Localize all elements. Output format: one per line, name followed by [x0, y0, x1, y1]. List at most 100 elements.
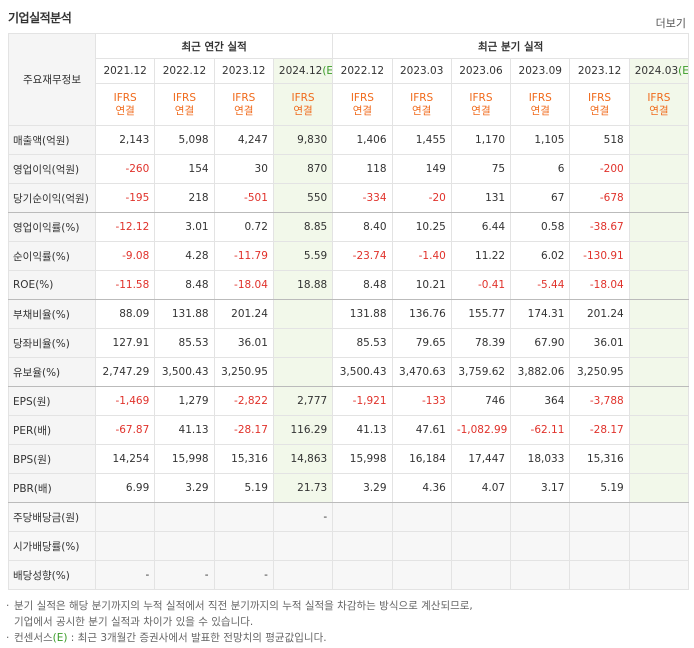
- basis-text: IFRS: [172, 91, 196, 104]
- cell: 116.29: [272, 415, 334, 445]
- row-label: 배당성향(%): [8, 560, 96, 590]
- cell: 136.76: [391, 299, 452, 329]
- cell: -133: [391, 386, 452, 416]
- cell: [628, 502, 690, 532]
- cell: [272, 531, 334, 561]
- cell: [510, 560, 571, 590]
- row-label: 주당배당금(원): [8, 502, 96, 532]
- cell: 2,747.29: [94, 357, 156, 387]
- period: 2021.12: [94, 58, 156, 84]
- cell: -18.04: [213, 270, 274, 300]
- note: 컨센서스(E) : 최근 3개월간 증권사에서 발표한 전망치의 평균값입니다.: [6, 630, 473, 646]
- cell: 3,500.43: [154, 357, 215, 387]
- data-row: PER(배) -67.87 41.13 -28.17 116.29 41.13 47.61-…: [8, 415, 690, 445]
- cell: -: [213, 560, 274, 590]
- section-title: 기업실적분석: [8, 11, 72, 25]
- basis: IFRS 연결: [510, 83, 571, 126]
- cell: [332, 560, 393, 590]
- period: 2023.12: [213, 58, 274, 84]
- basis-text: 연결: [471, 104, 491, 117]
- cell: 36.01: [213, 328, 274, 358]
- basis: IFRS 연결: [94, 83, 156, 126]
- cell: -20: [391, 183, 452, 213]
- row-label: 유보율(%): [8, 357, 96, 387]
- cell: 85.53: [332, 328, 393, 358]
- cell: -260: [94, 154, 156, 184]
- cell: 6.02: [510, 241, 571, 271]
- cell: 127.91: [94, 328, 156, 358]
- row-label: ROE(%): [8, 270, 96, 300]
- cell: -38.67: [569, 212, 630, 242]
- cell: -9.08: [94, 241, 156, 271]
- cell: [391, 502, 452, 532]
- data-row: 당기순이익(억원) -195 218 -501 550 -334 -20 131 67 -678: [8, 183, 690, 213]
- note-text: : 최근 3개월간 증권사에서 발표한 전망치의 평균값입니다.: [67, 632, 327, 644]
- cell: 131.88: [332, 299, 393, 329]
- period-text: 2024.03: [634, 65, 679, 77]
- cell: 15,316: [213, 444, 274, 474]
- cell: 5.19: [213, 473, 274, 503]
- period-text: 2022.12: [162, 65, 207, 77]
- cell: -23.74: [332, 241, 393, 271]
- row-label: PER(배): [8, 415, 96, 445]
- row-label: 시가배당률(%): [8, 531, 96, 561]
- cell: 67: [510, 183, 571, 213]
- period: 2023.09: [510, 58, 571, 84]
- cell: -62.11: [510, 415, 571, 445]
- cell: 1,455: [391, 125, 452, 155]
- period: 2023.03: [391, 58, 452, 84]
- cell: 67.90: [510, 328, 571, 358]
- cell: -200: [569, 154, 630, 184]
- cell: 88.09: [94, 299, 156, 329]
- cell: 15,998: [332, 444, 393, 474]
- cell: 2,777: [272, 386, 334, 416]
- cell: 4.28: [154, 241, 215, 271]
- cell: [94, 531, 156, 561]
- cell: 41.13: [332, 415, 393, 445]
- cell: [332, 502, 393, 532]
- cell: 131: [450, 183, 512, 213]
- cell: 30: [213, 154, 274, 184]
- basis-text: 연결: [115, 104, 135, 117]
- cell: 3,250.95: [213, 357, 274, 387]
- cell: [510, 502, 571, 532]
- data-row: BPS(원) 14,254 15,998 15,316 14,863 15,998 16,1…: [8, 444, 690, 474]
- cell: 3.29: [154, 473, 215, 503]
- cell: -12.12: [94, 212, 156, 242]
- basis-text: IFRS: [113, 91, 137, 104]
- period-row: 2021.122022.122023.122024.12(E)2022.1220…: [9, 58, 690, 84]
- cell: 36.01: [569, 328, 630, 358]
- cell: [213, 531, 274, 561]
- period-text: 2021.12: [103, 65, 147, 77]
- cell: 3,759.62: [450, 357, 512, 387]
- cell: [628, 125, 690, 155]
- cell: 3.29: [332, 473, 393, 503]
- basis-row: IFRS 연결 IFRS 연결 IFRS 연결 IFRS 연결 IFRS 연결 IFRS 연결 IFRS…: [9, 83, 690, 126]
- header-row: 주요재무정보 최근 연간 실적 최근 분기 실적: [8, 33, 690, 126]
- period: 2022.12: [332, 58, 393, 84]
- cell: [272, 299, 334, 329]
- period-text: 2023.03: [399, 65, 444, 77]
- cell: 3.01: [154, 212, 215, 242]
- cell: [628, 560, 690, 590]
- cell: [272, 328, 334, 358]
- cell: [569, 560, 630, 590]
- note-text: 컨센서스: [14, 632, 53, 644]
- more-link[interactable]: 더보기: [655, 17, 686, 30]
- cell: 3.17: [510, 473, 571, 503]
- cell: 218: [154, 183, 215, 213]
- row-label: 영업이익(억원): [8, 154, 96, 184]
- cell: 15,316: [569, 444, 630, 474]
- cell: 85.53: [154, 328, 215, 358]
- note: 분기 실적은 해당 분기까지의 누적 실적에서 직전 분기까지의 누적 실적을 …: [6, 598, 473, 614]
- cell: [628, 183, 690, 213]
- row-label: PBR(배): [8, 473, 96, 503]
- cell: 201.24: [213, 299, 274, 329]
- cell: [628, 328, 690, 358]
- cell: 118: [332, 154, 393, 184]
- basis-text: 연결: [174, 104, 195, 117]
- row-label: EPS(원): [8, 386, 96, 416]
- cell: 2,143: [94, 125, 156, 155]
- basis: IFRS 연결: [450, 83, 512, 126]
- data-row: 순이익률(%) -9.08 4.28 -11.79 5.59 -23.74 -1.40 11.…: [8, 241, 690, 271]
